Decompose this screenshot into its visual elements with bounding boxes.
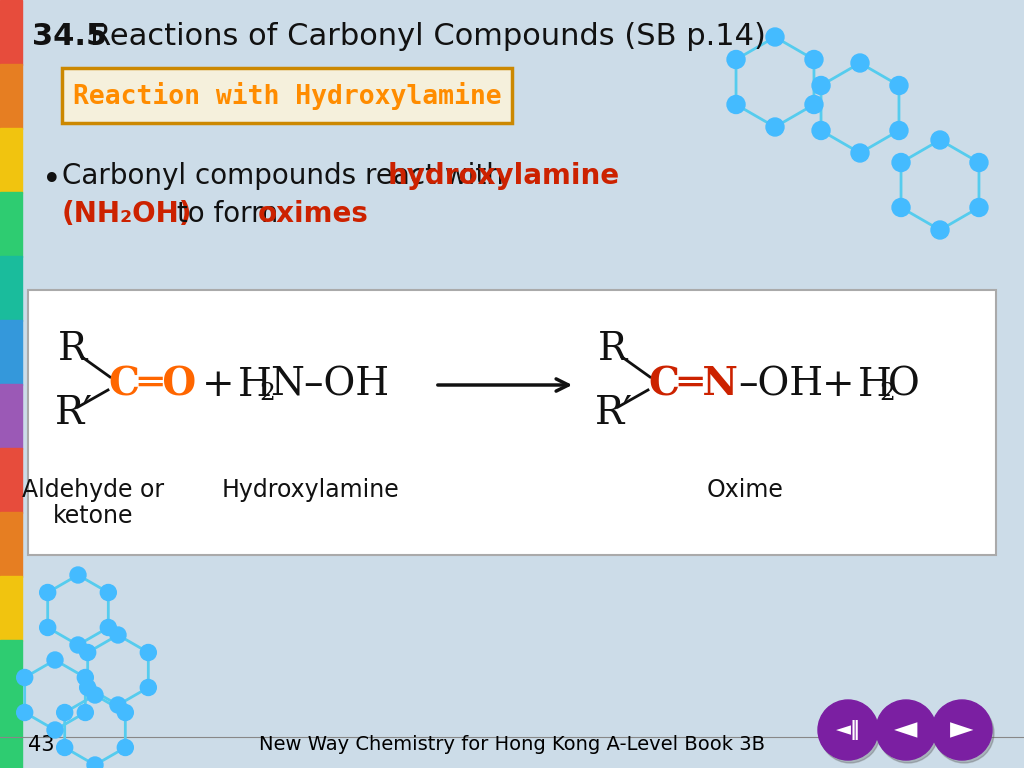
Circle shape [934,703,994,763]
Bar [0,576,22,641]
Circle shape [140,680,157,696]
Circle shape [932,700,992,760]
Circle shape [812,77,830,94]
Circle shape [970,198,988,217]
Bar [0,384,22,449]
Circle shape [890,77,908,94]
Text: C═O: C═O [108,366,197,404]
Text: H: H [858,366,892,403]
Circle shape [727,95,745,114]
Bar [0,704,22,768]
Bar [0,128,22,193]
Circle shape [70,637,86,653]
Circle shape [931,221,949,239]
Text: •: • [42,164,61,197]
Text: ►: ► [950,716,974,744]
Circle shape [766,118,784,136]
Circle shape [727,51,745,68]
Text: R: R [598,332,628,369]
Circle shape [40,620,55,635]
Text: oximes: oximes [258,200,369,228]
Circle shape [77,704,93,720]
Circle shape [100,620,117,635]
Circle shape [970,154,988,171]
Circle shape [87,757,103,768]
Circle shape [47,722,63,738]
Text: +: + [821,366,854,403]
Text: Reaction with Hydroxylamine: Reaction with Hydroxylamine [73,81,502,110]
Text: N–OH: N–OH [270,366,389,403]
Circle shape [56,740,73,756]
Text: +: + [202,366,234,403]
Circle shape [110,627,126,643]
Bar [0,64,22,129]
Circle shape [87,687,103,703]
Circle shape [878,703,938,763]
Circle shape [805,95,823,114]
Circle shape [118,740,133,756]
Text: 43: 43 [28,735,54,755]
Circle shape [851,54,869,72]
Circle shape [931,131,949,149]
Text: –OH: –OH [738,366,823,403]
Circle shape [851,144,869,162]
Text: Oxime: Oxime [707,478,783,502]
Bar [0,640,22,705]
Text: Carbonyl compounds react with: Carbonyl compounds react with [62,162,513,190]
Circle shape [818,700,878,760]
Text: 2: 2 [259,382,274,406]
Circle shape [876,700,936,760]
Text: R: R [58,332,87,369]
Circle shape [16,670,33,686]
Text: New Way Chemistry for Hong Kong A-Level Book 3B: New Way Chemistry for Hong Kong A-Level … [259,736,765,754]
Text: hydroxylamine: hydroxylamine [388,162,621,190]
Circle shape [70,567,86,583]
Text: 2: 2 [879,382,895,406]
Circle shape [820,703,880,763]
Circle shape [77,670,93,686]
Bar [0,512,22,577]
FancyBboxPatch shape [62,68,512,123]
Text: Aldehyde or: Aldehyde or [22,478,164,502]
Circle shape [812,121,830,140]
Text: to form: to form [168,200,287,228]
Circle shape [47,652,63,668]
Text: Hydroxylamine: Hydroxylamine [221,478,399,502]
Circle shape [16,704,33,720]
Circle shape [80,680,95,696]
Circle shape [118,704,133,720]
Text: ◄: ◄ [894,716,918,744]
Text: Reactions of Carbonyl Compounds (SB p.14): Reactions of Carbonyl Compounds (SB p.14… [90,22,766,51]
Bar [0,0,22,65]
Bar [0,256,22,321]
FancyBboxPatch shape [28,290,996,555]
Text: H: H [238,366,272,403]
Circle shape [80,644,95,660]
Circle shape [40,584,55,601]
Bar [0,320,22,385]
Circle shape [892,198,910,217]
Bar [0,192,22,257]
Circle shape [110,697,126,713]
Text: ketone: ketone [53,504,133,528]
Text: O: O [888,366,920,403]
Circle shape [100,584,117,601]
Bar [0,448,22,513]
Text: (NH₂OH): (NH₂OH) [62,200,193,228]
Circle shape [805,51,823,68]
Text: R′: R′ [595,395,633,432]
Text: R′: R′ [55,395,93,432]
Circle shape [140,644,157,660]
Circle shape [56,704,73,720]
Circle shape [766,28,784,46]
Circle shape [892,154,910,171]
Text: C═N: C═N [648,366,738,404]
Circle shape [890,121,908,140]
Text: ◄‖: ◄‖ [836,720,860,740]
Text: 34.5: 34.5 [32,22,108,51]
